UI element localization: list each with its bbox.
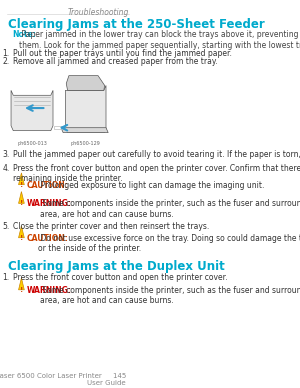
Text: Note:: Note:	[12, 30, 36, 40]
Text: 4.: 4.	[2, 164, 10, 173]
Text: !: !	[20, 287, 23, 293]
Text: !: !	[20, 235, 23, 241]
Text: Press the front cover button and open the printer cover. Confirm that there are : Press the front cover button and open th…	[13, 164, 300, 184]
Text: Close the printer cover and then reinsert the trays.: Close the printer cover and then reinser…	[13, 222, 209, 231]
Polygon shape	[19, 226, 24, 238]
Text: WARNING:: WARNING:	[26, 286, 71, 295]
Polygon shape	[61, 128, 108, 133]
Text: ph6500-129: ph6500-129	[71, 142, 100, 146]
Text: 3.: 3.	[2, 150, 10, 159]
Polygon shape	[19, 192, 24, 203]
Text: Do not use excessive force on the tray. Doing so could damage the tray
or the in: Do not use excessive force on the tray. …	[38, 234, 300, 253]
Text: 2.: 2.	[3, 57, 10, 66]
Text: ph6500-013: ph6500-013	[17, 142, 47, 146]
Text: Paper jammed in the lower tray can block the trays above it, preventing you from: Paper jammed in the lower tray can block…	[19, 30, 300, 50]
Polygon shape	[65, 85, 106, 133]
Text: !: !	[20, 201, 23, 206]
Text: Some components inside the printer, such as the fuser and surrounding
area, are : Some components inside the printer, such…	[40, 199, 300, 219]
Text: Remove all jammed and creased paper from the tray.: Remove all jammed and creased paper from…	[13, 57, 218, 66]
Polygon shape	[11, 90, 53, 131]
Text: Press the front cover button and open the printer cover.: Press the front cover button and open th…	[13, 273, 228, 282]
Text: 1.: 1.	[3, 49, 10, 58]
Polygon shape	[54, 126, 65, 129]
Text: Phaser 6500 Color Laser Printer     145
User Guide: Phaser 6500 Color Laser Printer 145 User…	[0, 373, 126, 386]
Text: Pull out the paper trays until you find the jammed paper.: Pull out the paper trays until you find …	[13, 49, 232, 58]
Text: Clearing Jams at the 250-Sheet Feeder: Clearing Jams at the 250-Sheet Feeder	[8, 18, 265, 31]
Polygon shape	[19, 173, 24, 185]
Text: Some components inside the printer, such as the fuser and surrounding
area, are : Some components inside the printer, such…	[40, 286, 300, 305]
Text: CAUTION:: CAUTION:	[26, 181, 68, 190]
Text: 1.: 1.	[3, 273, 10, 282]
Text: !: !	[20, 182, 23, 188]
Polygon shape	[19, 278, 24, 290]
Text: CAUTION:: CAUTION:	[26, 234, 68, 243]
Text: Pull the jammed paper out carefully to avoid tearing it. If the paper is torn, r: Pull the jammed paper out carefully to a…	[13, 150, 300, 159]
Polygon shape	[66, 76, 105, 90]
Text: Clearing Jams at the Duplex Unit: Clearing Jams at the Duplex Unit	[8, 260, 225, 273]
Text: WARNING:: WARNING:	[26, 199, 71, 208]
Text: Prolonged exposure to light can damage the imaging unit.: Prolonged exposure to light can damage t…	[38, 181, 264, 190]
Text: Troubleshooting: Troubleshooting	[68, 8, 129, 17]
Text: 5.: 5.	[2, 222, 10, 231]
